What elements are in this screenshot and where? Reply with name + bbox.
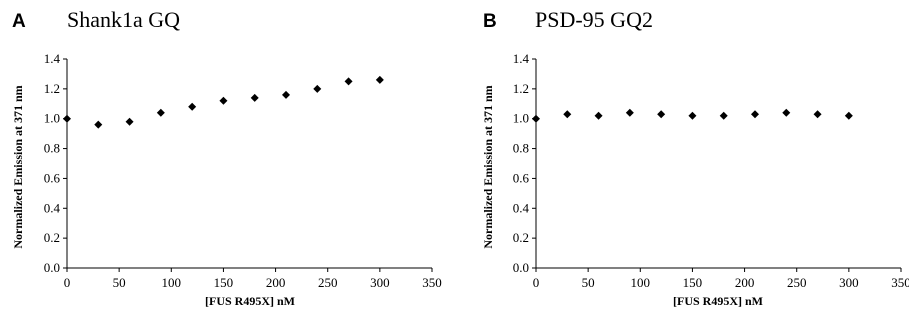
data-point bbox=[282, 90, 290, 99]
y-tick-label: 0.8 bbox=[513, 141, 529, 156]
x-tick-label: 0 bbox=[533, 275, 540, 290]
y-tick-label: 0.2 bbox=[513, 230, 529, 245]
y-tick-label: 1.4 bbox=[44, 51, 61, 66]
panel-b: B PSD-95 GQ2 Normalized Emission at 371 … bbox=[481, 7, 909, 308]
marker-layer bbox=[63, 75, 384, 129]
y-tick-label: 1.2 bbox=[513, 81, 529, 96]
data-point bbox=[375, 75, 384, 84]
data-point bbox=[657, 110, 666, 119]
x-tick-label: 250 bbox=[318, 275, 338, 290]
y-tick-label: 0.6 bbox=[513, 170, 530, 185]
data-point bbox=[594, 111, 603, 120]
x-tick-label: 0 bbox=[64, 275, 71, 290]
y-tick-label: 1.0 bbox=[513, 111, 529, 126]
x-tick-label: 350 bbox=[891, 275, 909, 290]
x-tick-label: 150 bbox=[683, 275, 703, 290]
y-tick-label: 0.2 bbox=[44, 230, 60, 245]
x-tick-label: 150 bbox=[214, 275, 234, 290]
x-tick-label: 100 bbox=[162, 275, 182, 290]
data-point bbox=[344, 77, 353, 86]
data-point bbox=[625, 108, 634, 117]
chart-title: PSD-95 GQ2 bbox=[535, 7, 653, 32]
x-axis-label: [FUS R495X] nM bbox=[205, 294, 295, 308]
chart-title: Shank1a GQ bbox=[67, 7, 180, 32]
data-point bbox=[94, 120, 103, 129]
data-point bbox=[188, 102, 197, 111]
marker-layer bbox=[532, 108, 853, 123]
tick-layer: 0.0 0.2 0.4 0.6 0.8 1.0 1.2 1.4 0 50 100 150 200 250 3… bbox=[44, 51, 442, 290]
y-tick-label: 0.6 bbox=[44, 170, 61, 185]
x-tick-label: 350 bbox=[422, 275, 442, 290]
y-tick-label: 0.4 bbox=[513, 200, 530, 215]
y-tick-label: 0.8 bbox=[44, 141, 60, 156]
y-tick-label: 0.0 bbox=[44, 260, 60, 275]
y-tick-label: 0.0 bbox=[513, 260, 529, 275]
y-tick-label: 1.2 bbox=[44, 81, 60, 96]
x-tick-label: 200 bbox=[266, 275, 286, 290]
data-point bbox=[813, 110, 822, 119]
data-point bbox=[125, 117, 134, 126]
x-axis-label: [FUS R495X] nM bbox=[673, 294, 763, 308]
data-point bbox=[250, 93, 259, 102]
x-tick-label: 50 bbox=[113, 275, 126, 290]
data-point bbox=[313, 84, 322, 93]
data-point bbox=[719, 111, 728, 120]
x-tick-label: 200 bbox=[735, 275, 755, 290]
panel-letter: A bbox=[12, 11, 26, 32]
y-axis-label: Normalized Emission at 371 nm bbox=[481, 85, 495, 248]
x-tick-label: 50 bbox=[582, 275, 595, 290]
data-point bbox=[156, 108, 165, 117]
data-point bbox=[532, 114, 540, 123]
x-tick-label: 250 bbox=[787, 275, 807, 290]
data-point bbox=[782, 108, 791, 117]
x-tick-label: 300 bbox=[839, 275, 859, 290]
data-point bbox=[219, 96, 228, 105]
y-tick-label: 1.4 bbox=[513, 51, 530, 66]
panel-a: A Shank1a GQ Normalized Emission at 371 … bbox=[11, 7, 442, 308]
data-point bbox=[63, 114, 71, 123]
panel-letter: B bbox=[483, 11, 497, 32]
x-tick-label: 100 bbox=[631, 275, 651, 290]
x-tick-label: 300 bbox=[370, 275, 390, 290]
tick-layer: 0.0 0.2 0.4 0.6 0.8 1.0 1.2 1.4 0 50 100 150 200 250 3… bbox=[513, 51, 909, 290]
data-point bbox=[563, 110, 572, 119]
y-tick-label: 0.4 bbox=[44, 200, 61, 215]
y-tick-label: 1.0 bbox=[44, 111, 60, 126]
data-point bbox=[844, 111, 853, 120]
data-point bbox=[688, 111, 697, 120]
y-axis-label: Normalized Emission at 371 nm bbox=[11, 85, 25, 248]
data-point bbox=[751, 110, 759, 119]
